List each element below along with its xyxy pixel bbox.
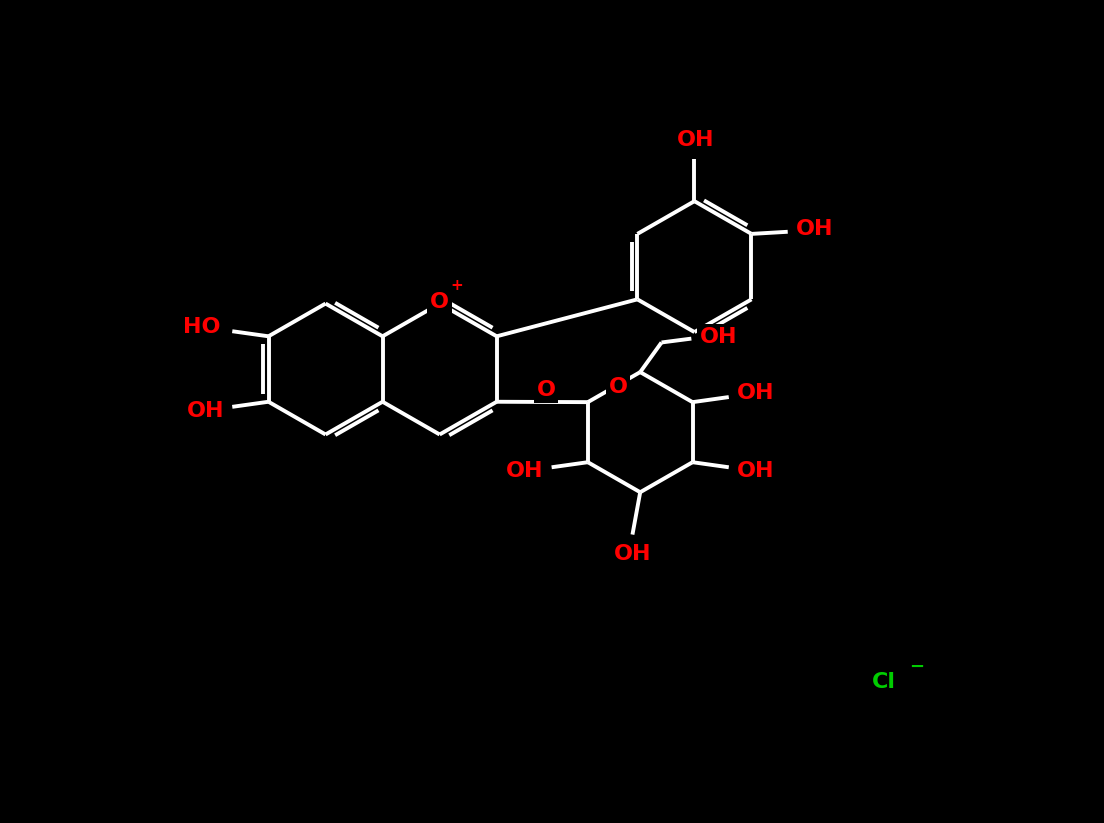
Text: HO: HO — [182, 318, 220, 337]
Text: +: + — [450, 277, 463, 293]
Text: OH: OH — [796, 220, 834, 239]
Text: OH: OH — [614, 544, 651, 564]
Text: −: − — [910, 658, 924, 676]
Text: OH: OH — [737, 384, 775, 403]
Text: O: O — [431, 292, 449, 312]
Text: O: O — [608, 377, 627, 398]
Text: OH: OH — [187, 401, 224, 421]
Text: Cl: Cl — [871, 672, 895, 692]
Text: OH: OH — [700, 327, 737, 347]
Text: OH: OH — [506, 461, 543, 481]
Text: O: O — [537, 380, 555, 401]
Text: OH: OH — [677, 129, 714, 150]
Text: OH: OH — [737, 461, 775, 481]
